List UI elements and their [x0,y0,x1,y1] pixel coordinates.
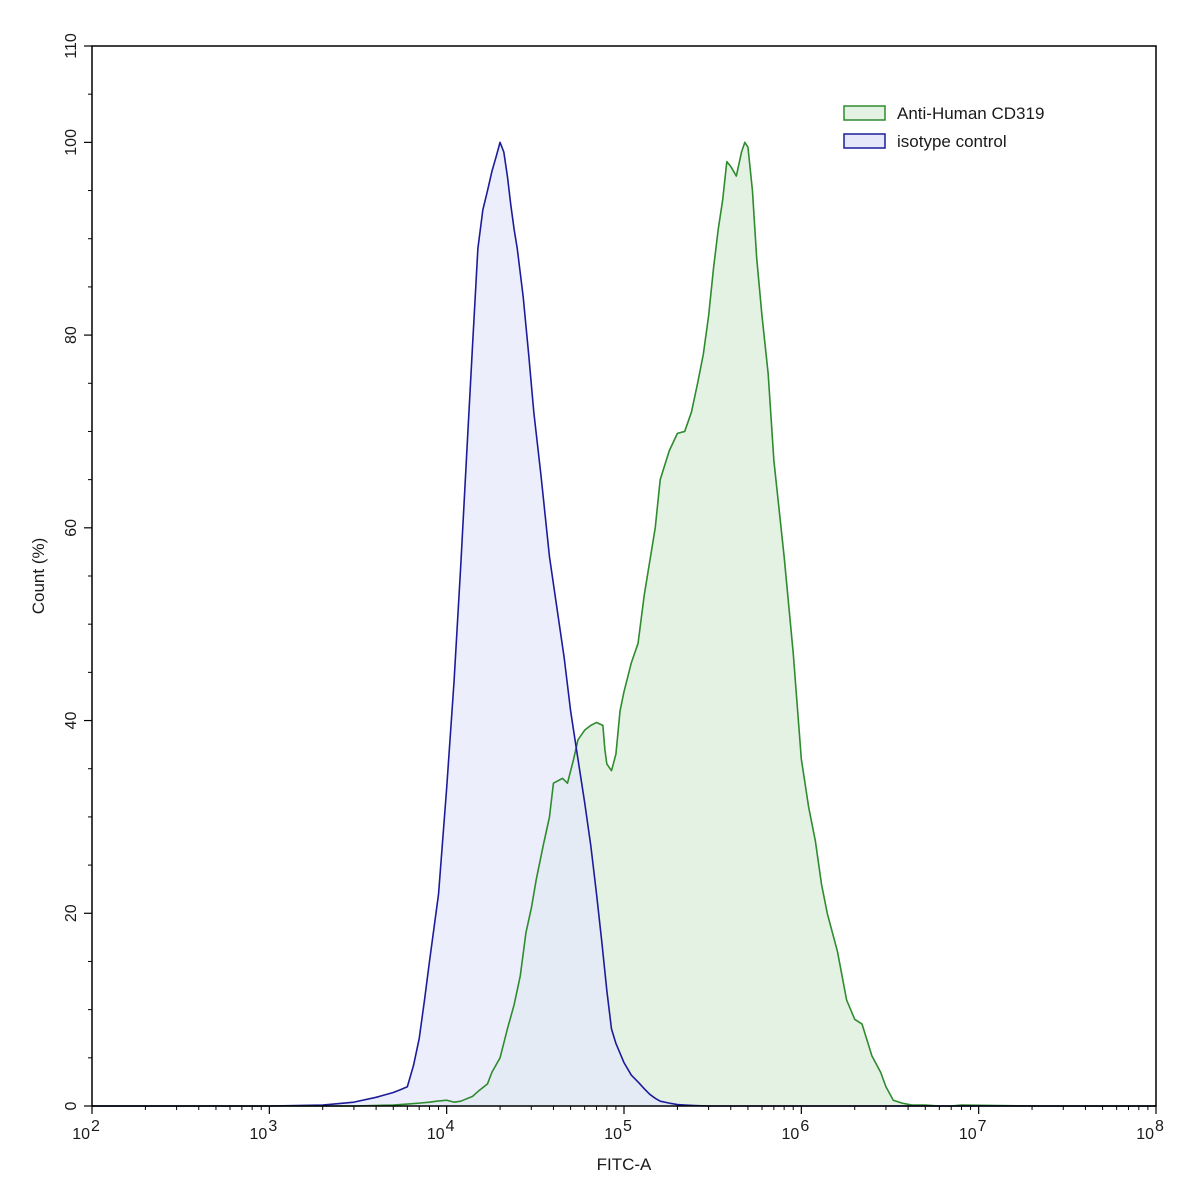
legend-label-isotype: isotype control [897,132,1007,151]
x-tick-label: 10 [250,1126,268,1143]
y-tick-label: 80 [63,326,80,344]
legend-label-cd319: Anti-Human CD319 [897,104,1044,123]
series-area-cd319 [92,142,1156,1107]
x-tick-exponent: 5 [623,1118,632,1135]
legend-swatch-cd319 [843,105,886,121]
x-tick-exponent: 2 [91,1118,100,1135]
x-tick-label: 10 [427,1126,445,1143]
x-tick-label: 10 [604,1126,622,1143]
series-line-isotype [92,141,1156,1107]
y-tick-label: 60 [63,519,80,537]
x-tick-exponent: 3 [268,1118,277,1135]
x-tick-label: 10 [959,1126,977,1143]
x-tick-label: 10 [1136,1126,1154,1143]
legend: Anti-Human CD319 isotype control [843,104,1044,151]
series-layer [92,141,1156,1107]
x-tick-label: 10 [782,1126,800,1143]
x-tick-exponent: 8 [1155,1118,1164,1135]
y-axis-title: Count (%) [29,538,48,615]
y-tick-label: 110 [63,33,80,59]
y-tick-label: 100 [63,129,80,156]
y-tick-label: 0 [63,1101,80,1110]
x-tick-label: 10 [72,1126,90,1143]
series-line-cd319 [92,141,1156,1107]
x-axis-title: FITC-A [597,1155,652,1174]
y-tick-label: 40 [63,712,80,730]
y-tick-label: 20 [63,904,80,922]
x-tick-exponent: 6 [800,1118,809,1135]
x-tick-exponent: 4 [446,1118,455,1135]
x-tick-exponent: 7 [978,1118,987,1135]
legend-swatch-isotype [843,133,886,149]
